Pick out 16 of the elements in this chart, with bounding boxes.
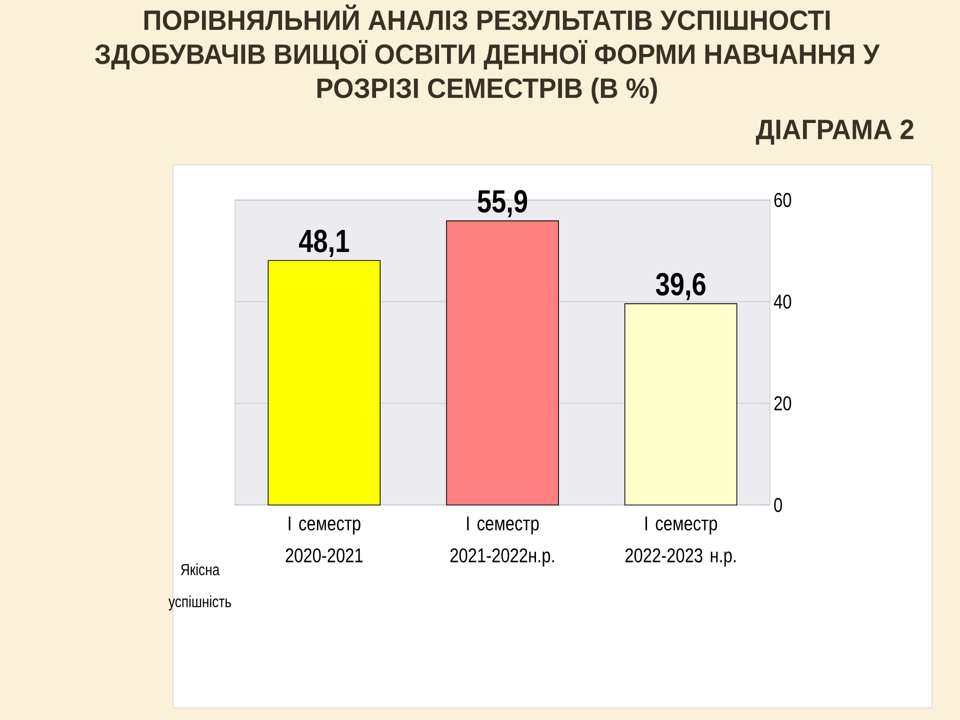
x-tick-label: I семестр 2021-2022н.р. (450, 516, 554, 566)
y-tick-label: 60 (774, 192, 792, 208)
x-tick-label: I семестр 2020-2021 (286, 516, 363, 562)
text: Якісна успішність (168, 564, 232, 610)
data-label: 39,6 (656, 272, 706, 300)
bar (446, 220, 559, 506)
y-tick-label: 0 (774, 498, 782, 512)
bar (268, 260, 381, 506)
text: ДІАГРАМА 2 (756, 120, 914, 145)
data-label: 55,9 (478, 190, 528, 218)
x-tick-label: I семестр 2022-2023 н.р. (625, 516, 736, 566)
data-label: 48,1 (299, 230, 349, 257)
chart-title: ПОРІВНЯЛЬНИЙ АНАЛІЗ РЕЗУЛЬТАТІВ УСПІШНОСТІ ЗДОБУВАЧІВ ВИЩОЇ ОСВІТИ ДЕННОЇ ФОРМИ НАВЧАННЯ У РОЗРІЗІ СЕМЕСТРІВ (В %) (95, 4, 880, 104)
y-tick-label: 20 (774, 396, 792, 410)
y-tick-label: 40 (774, 294, 792, 309)
bar (624, 303, 738, 506)
